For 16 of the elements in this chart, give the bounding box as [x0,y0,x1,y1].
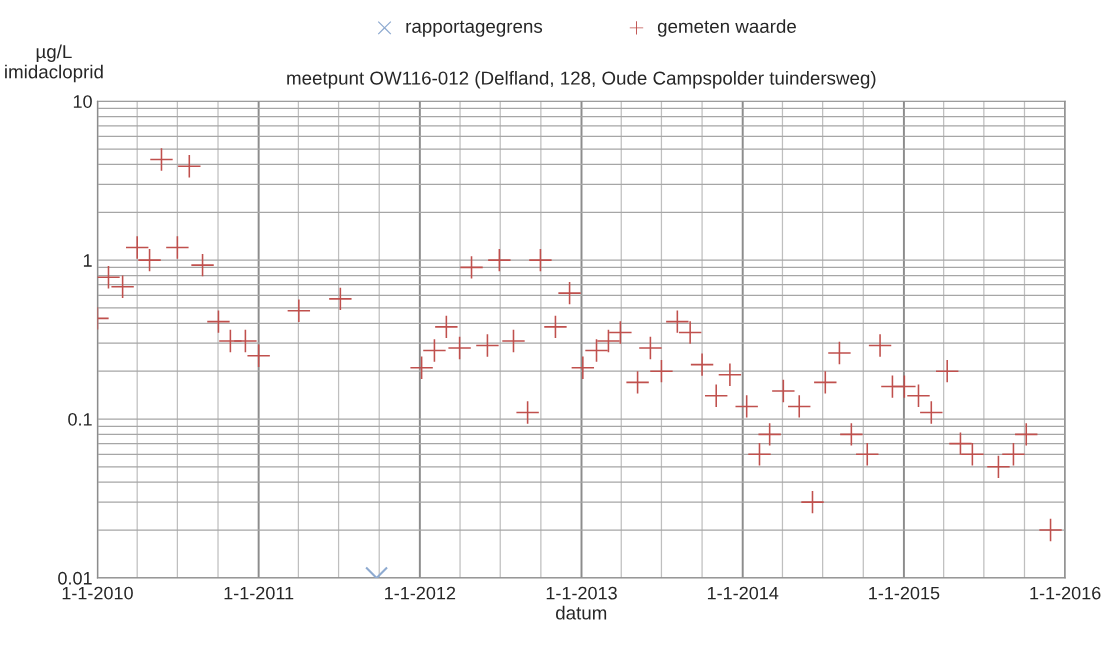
x-tick-label: 1-1-2011 [224,586,294,600]
y-axis-title: µg/L imidacloprid [5,44,103,83]
x-tick-label: 1-1-2013 [546,586,617,600]
x-axis-title: datum [556,605,607,620]
y-tick-label: 10 [73,95,92,108]
x-tick-label: 1-1-2016 [1030,586,1101,600]
x-tick-label: 1-1-2014 [707,586,779,600]
chart-title: meetpunt OW116-012 (Delfland, 128, Oude Campspolder tuindersweg) [287,70,876,89]
legend-label: rapportagegrens [406,20,543,37]
x-tick-label: 1-1-2010 [62,586,133,600]
x-tick-label: 1-1-2012 [385,586,456,600]
y-tick-label: 1 [83,254,92,267]
legend-label: gemeten waarde [657,19,796,37]
y-tick-label: 0.1 [68,412,92,426]
y-tick-label: 0.01 [58,571,92,585]
x-tick-label: 1-1-2015 [869,586,940,600]
